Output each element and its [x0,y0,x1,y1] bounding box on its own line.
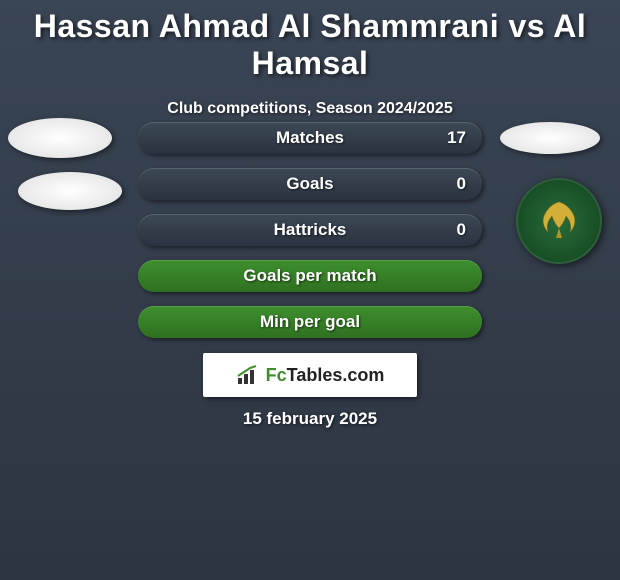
player-avatar-right-placeholder [500,122,600,154]
player-avatar-left-placeholder-2 [18,172,122,210]
stat-label: Goals [286,174,333,194]
stat-label: Min per goal [260,312,360,332]
stat-value-right: 0 [457,220,466,240]
brand-suffix: Tables.com [287,365,385,385]
bar-chart-icon [236,364,260,386]
stat-rows-container: Matches 17 Goals 0 Hattricks 0 Goals per… [138,122,482,352]
stat-value-right: 17 [447,128,466,148]
stat-row-goals: Goals 0 [138,168,482,200]
date-text: 15 february 2025 [0,409,620,429]
stat-row-hattricks: Hattricks 0 [138,214,482,246]
eagle-icon [532,194,586,248]
brand-text: FcTables.com [266,365,385,386]
page-title: Hassan Ahmad Al Shammrani vs Al Hamsal [0,0,620,82]
brand-prefix: Fc [266,365,287,385]
brand-box: FcTables.com [203,353,417,397]
stat-row-matches: Matches 17 [138,122,482,154]
stat-label: Matches [276,128,344,148]
stat-value-right: 0 [457,174,466,194]
stat-row-goals-per-match: Goals per match [138,260,482,292]
player-avatar-left-placeholder-1 [8,118,112,158]
club-badge [516,178,602,264]
stat-label: Goals per match [243,266,376,286]
stat-row-min-per-goal: Min per goal [138,306,482,338]
stat-label: Hattricks [274,220,347,240]
subtitle: Club competitions, Season 2024/2025 [0,100,620,118]
